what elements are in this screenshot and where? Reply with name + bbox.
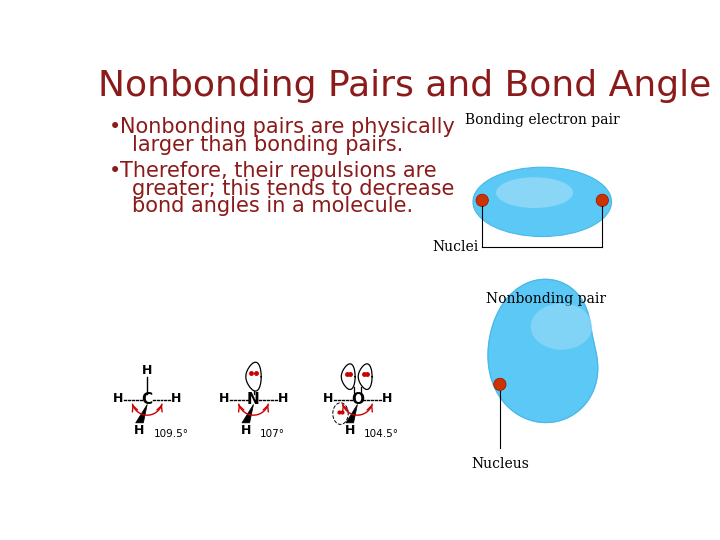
Polygon shape — [488, 279, 598, 422]
Text: C: C — [142, 392, 153, 407]
Polygon shape — [346, 404, 357, 423]
Circle shape — [476, 194, 488, 206]
Polygon shape — [242, 404, 253, 423]
Text: Nonbonding pairs are physically: Nonbonding pairs are physically — [120, 117, 455, 137]
Ellipse shape — [531, 303, 593, 350]
Text: Nonbonding Pairs and Bond Angle: Nonbonding Pairs and Bond Angle — [98, 69, 711, 103]
Text: Therefore, their repulsions are: Therefore, their repulsions are — [120, 161, 437, 181]
Circle shape — [596, 194, 608, 206]
Text: Nuclei: Nuclei — [432, 240, 478, 254]
Text: •: • — [109, 117, 121, 137]
Text: larger than bonding pairs.: larger than bonding pairs. — [132, 135, 403, 155]
Circle shape — [494, 378, 506, 390]
Text: •: • — [109, 161, 121, 181]
Text: H: H — [240, 424, 251, 437]
Text: N: N — [247, 392, 260, 407]
Text: bond angles in a molecule.: bond angles in a molecule. — [132, 197, 413, 217]
Text: 104.5°: 104.5° — [364, 429, 399, 439]
Text: H: H — [278, 392, 288, 404]
Text: 107°: 107° — [260, 429, 284, 439]
Ellipse shape — [496, 177, 573, 208]
Polygon shape — [135, 404, 148, 423]
Text: H: H — [382, 392, 392, 404]
Text: H: H — [171, 392, 181, 404]
Text: Bonding electron pair: Bonding electron pair — [465, 112, 620, 126]
Text: H: H — [142, 364, 153, 377]
Ellipse shape — [473, 167, 611, 237]
Text: greater; this tends to decrease: greater; this tends to decrease — [132, 179, 454, 199]
Text: H: H — [219, 392, 230, 404]
Text: H: H — [323, 392, 333, 404]
Text: 109.5°: 109.5° — [153, 429, 189, 439]
Text: H: H — [135, 424, 145, 437]
Text: H: H — [345, 424, 355, 437]
Text: Nonbonding pair: Nonbonding pair — [486, 292, 606, 306]
Text: Nucleus: Nucleus — [471, 457, 528, 471]
Text: O: O — [351, 392, 364, 407]
Text: H: H — [113, 392, 123, 404]
